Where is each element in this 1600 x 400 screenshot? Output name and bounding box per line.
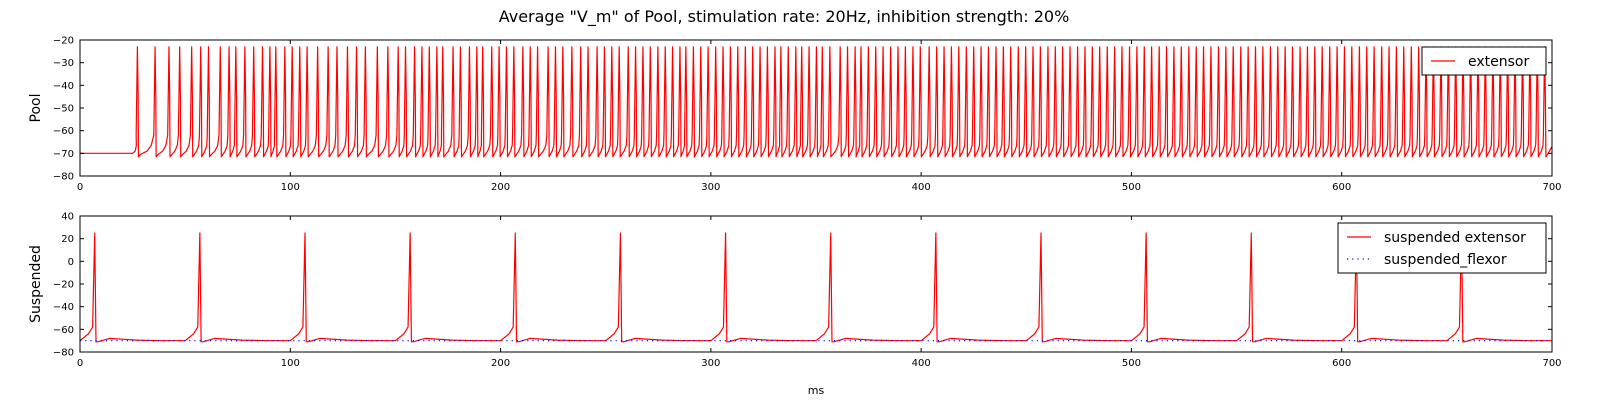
legend-label: extensor xyxy=(1468,54,1529,70)
y-tick-label: −20 xyxy=(53,280,74,291)
y-axis-label: Suspended xyxy=(28,245,44,323)
series-extensor xyxy=(80,46,1552,158)
suspended-panel: 0 100 200 300 400 500 600 700 −80 −60 −40 −20 0 20 40 S… xyxy=(28,212,1562,398)
x-tick-label: 700 xyxy=(1542,182,1561,193)
y-tick-label: −80 xyxy=(53,348,74,359)
legend-box xyxy=(1421,46,1547,76)
y-tick-label: −80 xyxy=(53,172,74,183)
y-tick-label: −60 xyxy=(53,126,74,137)
data-layer xyxy=(80,232,1552,343)
series-suspended-extensor xyxy=(80,232,1552,343)
legend: suspended extensor suspended_flexor xyxy=(1337,222,1547,274)
x-tick-label: 700 xyxy=(1542,358,1561,369)
x-tick-label: 300 xyxy=(701,182,720,193)
pool-panel: 0 100 200 300 400 500 600 700 −80 −70 −60 −50 −40 −30… xyxy=(28,36,1562,194)
x-tick-label: 0 xyxy=(77,358,83,369)
legend-box xyxy=(1337,222,1547,274)
x-tick-label: 500 xyxy=(1122,358,1141,369)
y-tick-label: −60 xyxy=(53,325,74,336)
legend-label: suspended_flexor xyxy=(1384,252,1507,268)
x-tick-label: 100 xyxy=(281,358,300,369)
x-tick-label: 200 xyxy=(491,182,510,193)
x-axis-label: ms xyxy=(808,384,825,397)
y-tick-label: 40 xyxy=(61,212,74,223)
x-tick-label: 400 xyxy=(912,182,931,193)
y-tick-label: −20 xyxy=(53,36,74,47)
x-tick-label: 600 xyxy=(1332,182,1351,193)
y-tick-label: −40 xyxy=(53,81,74,92)
y-tick-label: −40 xyxy=(53,302,74,313)
x-tick-label: 500 xyxy=(1122,182,1141,193)
x-tick-label: 300 xyxy=(701,358,720,369)
y-tick-label: 0 xyxy=(68,257,74,268)
x-tick-label: 600 xyxy=(1332,358,1351,369)
x-tick-label: 400 xyxy=(912,358,931,369)
x-tick-label: 200 xyxy=(491,358,510,369)
legend-label: suspended extensor xyxy=(1384,230,1526,246)
y-tick-label: −30 xyxy=(53,58,74,69)
data-layer xyxy=(80,46,1552,158)
y-tick-label: −50 xyxy=(53,104,74,115)
legend: extensor xyxy=(1421,46,1547,76)
x-tick-label: 0 xyxy=(77,182,83,193)
y-axis-label: Pool xyxy=(28,94,44,123)
figure-title: Average "V_m" of Pool, stimulation rate:… xyxy=(499,7,1070,27)
x-tick-label: 100 xyxy=(281,182,300,193)
y-tick-label: 20 xyxy=(61,234,74,245)
y-tick-label: −70 xyxy=(53,149,74,160)
